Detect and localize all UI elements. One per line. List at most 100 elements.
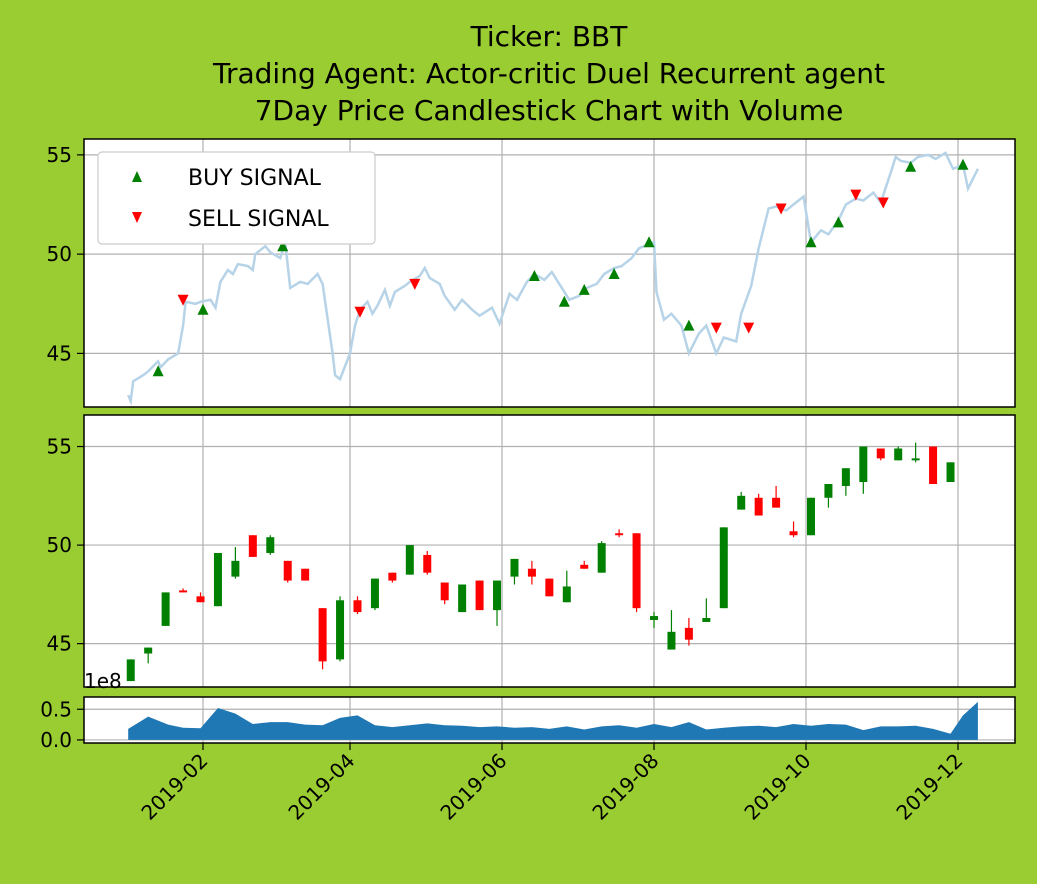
title-line-1: Ticker: BBT xyxy=(470,20,629,53)
candle-body xyxy=(440,582,449,601)
candle-body xyxy=(580,564,589,569)
candle-body xyxy=(283,560,292,581)
buy-signal-marker xyxy=(643,236,655,248)
buy-signal-marker xyxy=(957,158,969,170)
sell-signal-marker xyxy=(877,197,889,209)
candle-frame xyxy=(83,414,1016,688)
buy-signal-marker xyxy=(905,160,917,172)
legend-sell-marker xyxy=(132,212,142,223)
price-y-axis: 45 50 55 xyxy=(47,143,84,365)
title-line-3: 7Day Price Candlestick Chart with Volume xyxy=(255,94,844,127)
candle-body xyxy=(702,618,711,622)
buy-signal-marker xyxy=(558,295,570,307)
legend-buy-label: BUY SIGNAL xyxy=(188,166,322,191)
chart-title: Ticker: BBT Trading Agent: Actor-critic … xyxy=(212,20,885,127)
y-tick-label: 0.5 xyxy=(40,697,72,721)
candle-body xyxy=(632,533,641,609)
candle-body xyxy=(370,578,379,609)
candle-body xyxy=(894,448,903,461)
volume-frame xyxy=(83,696,1016,744)
y-tick-label: 45 xyxy=(47,341,72,365)
candle-body xyxy=(266,537,275,553)
buy-signal-marker xyxy=(805,236,817,248)
candle-body xyxy=(615,533,624,536)
candle-body xyxy=(545,578,554,597)
sell-signal-markers xyxy=(177,189,889,334)
candle-body xyxy=(161,592,170,626)
buy-signal-marker xyxy=(683,319,695,331)
candles xyxy=(126,442,955,682)
sell-signal-marker xyxy=(409,278,421,290)
price-panel: 45 50 55 BUY SIGNAL SELL SIGNAL xyxy=(47,138,1016,408)
sell-signal-marker xyxy=(850,189,862,201)
legend-sell-label: SELL SIGNAL xyxy=(188,207,329,232)
candle-body xyxy=(248,535,257,557)
candle-body xyxy=(144,647,153,654)
volume-offset-text: 1e8 xyxy=(84,669,122,693)
candle-body xyxy=(527,568,536,577)
buy-signal-marker xyxy=(608,267,620,279)
y-tick-label: 50 xyxy=(47,242,72,266)
y-tick-label: 50 xyxy=(47,533,72,557)
buy-signal-marker xyxy=(832,216,844,228)
volume-panel: 0.0 0.5 1e8 xyxy=(40,669,1016,752)
buy-signal-marker xyxy=(277,240,289,252)
buy-signal-markers xyxy=(152,158,969,377)
candle-body xyxy=(754,497,763,516)
candle-body xyxy=(510,558,519,577)
y-tick-label: 55 xyxy=(47,143,72,167)
title-line-2: Trading Agent: Actor-critic Duel Recurre… xyxy=(212,57,885,90)
candle-body xyxy=(179,590,188,593)
candle-body xyxy=(684,627,693,640)
candle-body xyxy=(719,527,728,609)
candle-body xyxy=(493,580,502,611)
sell-signal-marker xyxy=(743,322,755,334)
candle-body xyxy=(318,608,327,662)
candle-body xyxy=(196,596,205,603)
sell-signal-marker xyxy=(354,306,366,318)
candle-body xyxy=(301,568,310,581)
candle-body xyxy=(859,446,868,483)
candlestick-panel: 45 50 55 xyxy=(47,414,1016,688)
legend-buy-marker xyxy=(132,171,142,182)
price-line-series xyxy=(127,151,980,406)
candle-body xyxy=(388,572,397,581)
legend: BUY SIGNAL SELL SIGNAL xyxy=(97,151,376,245)
candle-body xyxy=(126,659,135,682)
legend-box xyxy=(97,151,376,245)
buy-signal-marker xyxy=(528,269,540,281)
candle-body xyxy=(772,497,781,508)
candle-body xyxy=(405,545,414,575)
candle-body xyxy=(231,560,240,577)
candle-body xyxy=(458,584,467,613)
y-tick-label: 45 xyxy=(47,632,72,656)
candle-body xyxy=(667,631,676,650)
candle-body xyxy=(929,446,938,484)
sell-signal-marker xyxy=(710,322,722,334)
candle-body xyxy=(737,495,746,510)
candle-plot-area xyxy=(84,415,1015,687)
sell-signal-marker xyxy=(775,203,787,215)
candle-body xyxy=(353,600,362,613)
sell-signal-marker xyxy=(177,294,189,306)
candle-body xyxy=(806,497,815,536)
candle-body xyxy=(336,600,345,660)
price-line xyxy=(127,151,980,406)
candle-body xyxy=(650,616,659,620)
buy-signal-marker xyxy=(152,365,164,377)
candle-body xyxy=(475,580,484,611)
candle-y-axis: 45 50 55 xyxy=(47,435,84,656)
candle-body xyxy=(876,448,885,459)
price-frame xyxy=(83,138,1016,408)
y-tick-label: 0.0 xyxy=(40,728,72,752)
candle-body xyxy=(213,552,222,607)
candle-body xyxy=(911,458,920,461)
candle-body xyxy=(423,554,432,573)
buy-signal-marker xyxy=(197,303,209,315)
buy-signal-marker xyxy=(578,283,590,295)
candle-body xyxy=(841,468,850,486)
candle-body xyxy=(597,543,606,573)
candle-body xyxy=(562,586,571,603)
candle-body xyxy=(946,462,955,483)
